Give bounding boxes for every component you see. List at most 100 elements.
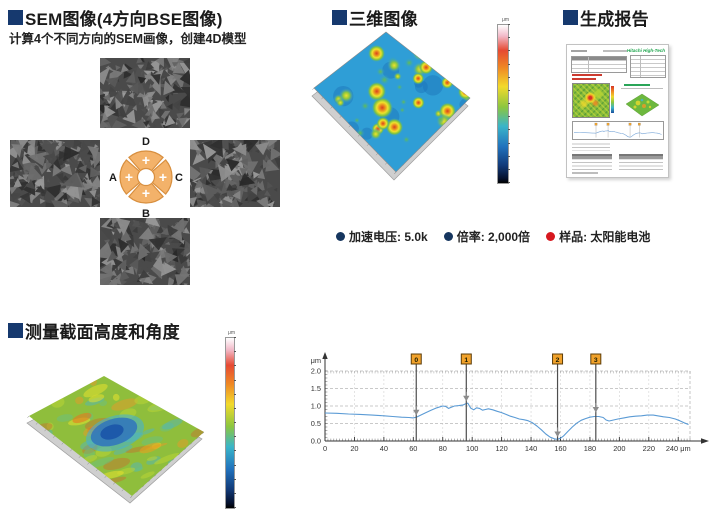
colorbar-tick [508,89,510,91]
svg-text:0: 0 [414,357,418,364]
report-warning-text-line [572,74,602,76]
colorbar-tick [234,450,236,452]
svg-text:60: 60 [409,444,417,453]
spec-acceleration-voltage: 加速电压: 5.0k [336,228,428,245]
colorbar-tick [234,436,236,438]
report-result-table-left [572,154,612,171]
report-table-divider [639,56,641,77]
detector-diagram: + + + + D A C B [109,136,183,218]
bullet-dot-icon [443,232,453,241]
svg-text:3: 3 [594,357,598,364]
colorbar-tick [234,422,236,423]
report-3d-thumbnail [625,93,660,117]
bullet-dot-icon [336,232,345,241]
report-form-table [630,55,666,78]
report-header-text-line [603,50,627,52]
svg-text:100: 100 [466,444,478,453]
sem-image-bottom [100,218,190,285]
colorbar-tick [234,351,236,353]
section-square-icon [563,10,578,25]
colorbar-tick [508,142,510,144]
svg-text:0.0: 0.0 [311,437,321,446]
detector-segments [119,150,173,204]
sem-image-left [10,140,100,207]
svg-text:2.0: 2.0 [311,367,321,376]
sem-subtitle: 计算4个不同方向的SEM画像，创建4D模型 [9,32,247,46]
segment-plus-icon: + [159,169,167,185]
colorbar-tick [508,37,510,39]
spec-bullets: 加速电压: 5.0k 倍率: 2,000倍 样品: 太阳能电池 [336,228,650,245]
report-result-table-right [619,154,663,171]
colorbar-tick [234,492,236,494]
section-title-report: 生成报告 [563,5,649,30]
svg-text:80: 80 [439,444,447,453]
section-title-3d: 三维图像 [332,5,418,30]
report-underline [621,88,663,89]
svg-text:40: 40 [380,444,388,453]
report-info-table [571,56,627,73]
svg-text:0: 0 [323,444,327,453]
report-footer-text-line [572,172,598,174]
bullet-dot-icon [546,232,556,241]
report-stats-rows [572,141,610,151]
colorbar-tick [508,24,510,25]
sem-image-top [100,58,190,128]
report-table-header [572,156,612,159]
report-profile-chart-thumbnail [572,121,664,140]
svg-text:2: 2 [556,357,560,364]
svg-text:1.0: 1.0 [311,402,321,411]
report-heatmap-thumbnail [572,83,610,118]
colorbar-tick [234,337,236,338]
colorbar-tick [508,103,510,104]
colorbar-tick [508,76,510,78]
colorbar-tick [234,464,236,466]
detector-label-d: D [142,136,150,148]
report-logo: Hitachi High-Tech [626,48,665,53]
colorbar-tick [508,182,510,183]
report-heatmap-colorbar [611,86,614,113]
svg-text:μm: μm [311,356,321,365]
svg-text:220: 220 [643,444,655,453]
sem-title-text: SEM图像(4方向BSE图像) [25,10,223,29]
report-profile-line [573,122,662,138]
svg-text:20: 20 [350,444,358,453]
3d-title-text: 三维图像 [349,10,418,29]
detector-label-a: A [109,172,117,184]
colorbar-tick [234,379,236,381]
spec-text: 加速电压: 5.0k [349,230,428,244]
colorbar-unit-label: μm [227,330,235,336]
colorbar-3d: μm [497,17,510,184]
spec-magnification: 倍率: 2,000倍 [443,228,530,245]
report-table-header [619,156,663,159]
colorbar-tick [234,407,236,409]
svg-text:1.5: 1.5 [311,384,321,393]
section-title-sem: SEM图像(4方向BSE图像) [8,5,223,30]
surface-3d-plot [311,31,471,181]
segment-plus-icon: + [142,152,150,168]
report-title-text: 生成报告 [580,10,649,29]
report-section-title-line [624,84,650,86]
svg-text:160: 160 [554,444,566,453]
colorbar-cross-section: μm [225,330,236,509]
svg-text:140: 140 [525,444,537,453]
sem-image-right [190,140,280,207]
svg-text:240 μm: 240 μm [666,444,691,453]
segment-plus-icon: + [125,169,133,185]
svg-text:180: 180 [584,444,596,453]
colorbar-tick [508,50,510,52]
colorbar-tick [508,63,510,65]
svg-text:0.5: 0.5 [311,419,321,428]
colorbar-gradient [497,24,509,184]
report-table-divider [588,57,590,72]
report-page-thumbnail: Hitachi High-Tech [566,44,669,178]
spec-text: 样品: 太阳能电池 [559,230,651,244]
colorbar-gradient [225,337,235,509]
colorbar-tick [508,155,510,157]
svg-text:1: 1 [464,357,468,364]
section-square-icon [332,10,347,25]
section-title-cross-section: 测量截面高度和角度 [8,318,180,343]
colorbar-tick [234,507,236,508]
report-header-text-line [571,50,587,52]
